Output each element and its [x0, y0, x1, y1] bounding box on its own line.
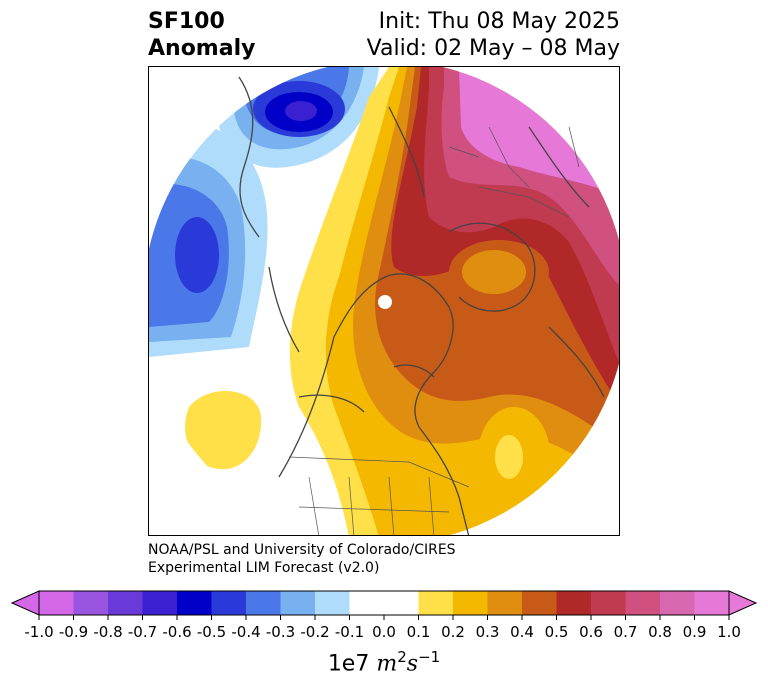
colorbar-bin	[660, 591, 695, 615]
colorbar-bin	[142, 591, 178, 615]
colorbar-tick-label: -0.9	[59, 623, 88, 641]
unit-m-exp: 2	[397, 648, 407, 666]
colorbar-tick-label: 0.1	[407, 623, 431, 641]
colorbar-bin	[280, 591, 316, 615]
positive-anomaly-pacific	[185, 390, 262, 470]
colorbar-extend-high	[728, 590, 758, 616]
colorbar-bin	[211, 591, 247, 615]
colorbar-bin	[177, 591, 212, 615]
colorbar-bin	[384, 591, 419, 615]
colorbar-tick-label: 0.8	[648, 623, 672, 641]
colorbar-tick-label: -1.0	[24, 623, 53, 641]
colorbar: -1.0 -0.9 -0.8 -0.7 -0.6 -0.5 -0.4 -0.3 -0.2 -0.1…	[0, 588, 768, 678]
colorbar-bin	[694, 591, 730, 615]
colorbar-tick-label: 0.2	[441, 623, 465, 641]
colorbar-extend-low	[10, 590, 40, 616]
colorbar-bin	[591, 591, 626, 615]
map-panel	[148, 66, 620, 536]
colorbar-tick-label: -0.6	[162, 623, 191, 641]
colorbar-bin	[39, 591, 74, 615]
borders	[288, 126, 580, 535]
colorbar-tick-label: 0.9	[683, 623, 707, 641]
title-kind: Anomaly	[148, 36, 256, 61]
unit-s: s	[406, 651, 419, 677]
unit-m: m	[376, 651, 398, 677]
colorbar-tick-label: -0.1	[335, 623, 364, 641]
colorbar-bin	[453, 591, 488, 615]
colorbar-tick-label: 0.6	[579, 623, 603, 641]
colorbar-graphic: -1.0 -0.9 -0.8 -0.7 -0.6 -0.5 -0.4 -0.3 -0.2 -0.1…	[10, 590, 758, 641]
colorbar-bin	[315, 591, 350, 615]
init-date: Init: Thu 08 May 2025	[378, 9, 620, 34]
coastlines	[238, 76, 605, 535]
unit-s-exp: −1	[418, 648, 441, 666]
colorbar-ticks: -1.0 -0.9 -0.8 -0.7 -0.6 -0.5 -0.4 -0.3 -0.2 -0.1…	[24, 615, 741, 641]
colorbar-bin	[246, 591, 281, 615]
colorbar-tick-label: -0.2	[300, 623, 329, 641]
colorbar-bin	[522, 591, 557, 615]
colorbar-bins	[39, 591, 730, 615]
credit-line-1: NOAA/PSL and University of Colorado/CIRE…	[148, 542, 456, 558]
colorbar-bin	[487, 591, 523, 615]
anomaly-map	[149, 67, 619, 535]
colorbar-tick-label: 0.3	[476, 623, 500, 641]
colorbar-tick-label: -0.5	[197, 623, 226, 641]
map-title: SF100 Anomaly	[148, 8, 255, 62]
colorbar-bin	[108, 591, 143, 615]
unit-prefix: 1e7	[327, 651, 370, 677]
colorbar-tick-label: -0.7	[128, 623, 157, 641]
title-variable: SF100	[148, 9, 225, 34]
colorbar-tick-label: 1.0	[717, 623, 741, 641]
valid-range: Valid: 02 May – 08 May	[366, 36, 620, 61]
colorbar-unit: 1e7 m2s−1	[0, 648, 768, 676]
colorbar-tick-label: 0.5	[545, 623, 569, 641]
colorbar-bin	[418, 591, 454, 615]
colorbar-tick-label: -0.8	[93, 623, 122, 641]
colorbar-bin	[625, 591, 661, 615]
colorbar-bin	[349, 591, 385, 615]
colorbar-tick-label: 0.7	[614, 623, 638, 641]
credit-text: NOAA/PSL and University of Colorado/CIRE…	[148, 541, 456, 577]
colorbar-tick-label: -0.3	[266, 623, 295, 641]
forecast-dates: Init: Thu 08 May 2025 Valid: 02 May – 08…	[367, 8, 620, 62]
colorbar-tick-label: -0.4	[231, 623, 260, 641]
colorbar-bin	[556, 591, 592, 615]
credit-line-2: Experimental LIM Forecast (v2.0)	[148, 560, 380, 576]
colorbar-tick-label: 0.0	[372, 623, 396, 641]
colorbar-tick-label: 0.4	[510, 623, 534, 641]
colorbar-bin	[73, 591, 109, 615]
